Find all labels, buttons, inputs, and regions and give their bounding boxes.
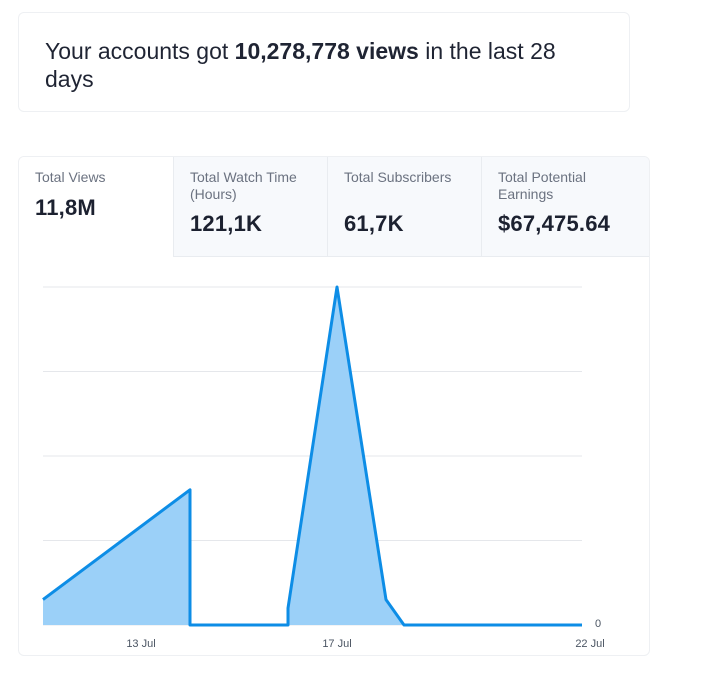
summary-views-count: 10,278,778 views xyxy=(234,38,419,64)
views-series-line xyxy=(42,285,582,627)
tab-total-watch-time[interactable]: Total Watch Time (Hours) 121,1K xyxy=(173,157,327,257)
views-summary-text: Your accounts got 10,278,778 views in th… xyxy=(45,37,605,93)
tab-total-views[interactable]: Total Views 11,8M xyxy=(19,157,173,257)
views-chart-svg: 13 Jul 17 Jul 22 Jul 0 xyxy=(42,285,605,650)
tab-value: 121,1K xyxy=(190,211,263,236)
y-tick-label: 0 xyxy=(595,618,601,630)
stats-card: Total Views 11,8M Total Watch Time (Hour… xyxy=(18,156,650,656)
tab-value: $67,475.64 xyxy=(498,211,611,236)
views-chart: 13 Jul 17 Jul 22 Jul 0 xyxy=(19,257,649,655)
x-tick-label: 13 Jul xyxy=(126,638,155,650)
tab-label: Total Watch Time (Hours) xyxy=(190,169,297,202)
tab-label: Total Potential Earnings xyxy=(498,169,586,202)
tab-total-subscribers[interactable]: Total Subscribers 61,7K xyxy=(327,157,481,257)
summary-prefix: Your accounts got xyxy=(45,38,229,64)
tab-total-potential-earnings[interactable]: Total Potential Earnings $67,475.64 xyxy=(481,157,649,257)
tab-value: 11,8M xyxy=(35,195,96,220)
x-tick-label: 22 Jul xyxy=(575,638,604,650)
summary-suffix: in the last 28 days xyxy=(45,38,556,92)
tab-label: Total Subscribers xyxy=(344,169,452,185)
tab-label: Total Views xyxy=(35,169,106,185)
views-summary-card: Your accounts got 10,278,778 views in th… xyxy=(18,12,630,112)
metric-tabs: Total Views 11,8M Total Watch Time (Hour… xyxy=(19,157,649,257)
x-tick-label: 17 Jul xyxy=(322,638,351,650)
tab-value: 61,7K xyxy=(344,211,404,236)
